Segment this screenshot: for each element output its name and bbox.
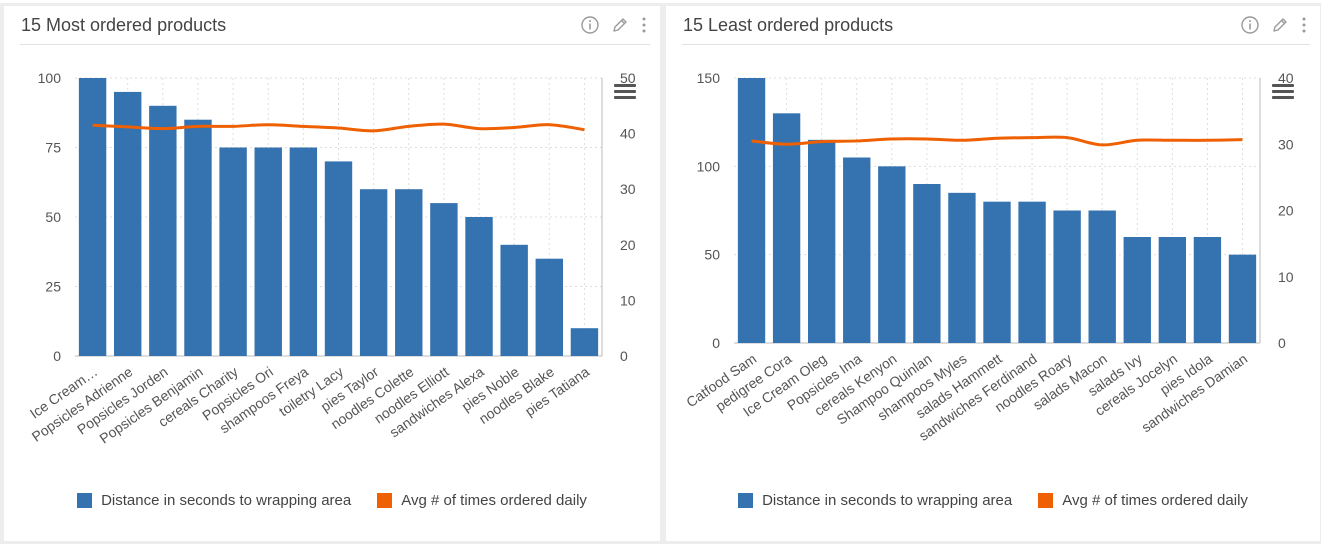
legend-swatch-line <box>1038 493 1054 508</box>
bar <box>500 244 528 356</box>
y-tick-label-left: 75 <box>45 140 61 156</box>
legend-item-avg[interactable]: Avg # of times ordered daily <box>377 492 587 509</box>
y-tick-label-right: 50 <box>620 70 636 86</box>
y-tick-label-left: 0 <box>712 335 720 351</box>
legend-item-distance[interactable]: Distance in seconds to wrapping area <box>77 492 351 509</box>
bar <box>184 119 212 356</box>
bar <box>843 157 871 343</box>
chart-panel-most-ordered: 15 Most ordered products 0 25 50 75 100 0 10 20… <box>4 6 660 541</box>
bar <box>878 166 906 343</box>
bar <box>807 139 836 343</box>
bar <box>1228 254 1257 343</box>
header-divider <box>20 44 650 45</box>
kebab-menu-icon[interactable] <box>640 15 648 40</box>
legend-label: Avg # of times ordered daily <box>401 492 587 509</box>
y-tick-label-left: 100 <box>697 158 721 174</box>
legend-label: Distance in seconds to wrapping area <box>762 492 1013 509</box>
bar <box>219 147 247 356</box>
y-tick-label-right: 10 <box>620 292 636 308</box>
bar <box>535 258 564 356</box>
panel-toolbar <box>1240 15 1308 40</box>
hamburger-menu-icon[interactable] <box>1272 84 1294 102</box>
legend-label: Avg # of times ordered daily <box>1062 492 1248 509</box>
bar <box>395 189 423 356</box>
bar <box>570 328 599 356</box>
y-tick-label-right: 40 <box>1278 70 1294 86</box>
legend-item-avg[interactable]: Avg # of times ordered daily <box>1038 492 1248 509</box>
bar <box>983 201 1011 343</box>
bar <box>1018 201 1046 343</box>
info-icon[interactable] <box>1240 15 1260 40</box>
info-icon[interactable] <box>580 15 600 40</box>
y-tick-label-right: 0 <box>1278 335 1286 351</box>
bar <box>149 105 177 356</box>
panel-header: 15 Most ordered products <box>4 6 660 46</box>
bar <box>1088 210 1116 343</box>
y-tick-label-left: 50 <box>704 247 720 263</box>
legend-item-distance[interactable]: Distance in seconds to wrapping area <box>738 492 1012 509</box>
y-tick-label-right: 30 <box>1278 136 1294 152</box>
y-tick-label-right: 10 <box>1278 269 1294 285</box>
bar <box>113 91 142 357</box>
hamburger-menu-icon[interactable] <box>614 84 636 102</box>
chart-legend: Distance in seconds to wrapping area Avg… <box>4 492 660 509</box>
y-tick-label-right: 20 <box>620 237 636 253</box>
bar <box>1123 237 1151 343</box>
bar <box>737 78 766 343</box>
panel-header: 15 Least ordered products <box>666 6 1320 46</box>
legend-label: Distance in seconds to wrapping area <box>101 492 352 509</box>
y-tick-label-left: 0 <box>53 348 61 364</box>
y-tick-label-right: 40 <box>620 126 636 142</box>
legend-swatch-line <box>377 493 393 508</box>
bar <box>430 203 458 356</box>
y-tick-label-right: 30 <box>620 181 636 197</box>
chart-panel-least-ordered: 15 Least ordered products 0 50 100 150 0 10 20… <box>666 6 1320 541</box>
pencil-icon[interactable] <box>1270 15 1290 40</box>
kebab-menu-icon[interactable] <box>1300 15 1308 40</box>
pencil-icon[interactable] <box>610 15 630 40</box>
bar <box>772 113 801 343</box>
panel-title: 15 Most ordered products <box>21 15 227 35</box>
top-strip <box>0 0 1321 3</box>
bar <box>359 189 388 356</box>
y-tick-label-right: 0 <box>620 348 628 364</box>
bar <box>324 161 353 356</box>
bar <box>254 147 282 356</box>
bar <box>1193 237 1222 343</box>
legend-swatch-bar <box>738 493 754 508</box>
y-tick-label-left: 150 <box>697 70 721 86</box>
y-tick-label-left: 100 <box>38 70 62 86</box>
panel-title: 15 Least ordered products <box>683 15 894 35</box>
series-line <box>92 122 585 133</box>
bar <box>1158 237 1187 343</box>
bar <box>948 192 976 343</box>
y-tick-label-left: 25 <box>45 279 61 295</box>
chart-legend: Distance in seconds to wrapping area Avg… <box>666 492 1320 509</box>
header-divider <box>682 44 1310 45</box>
y-tick-label-right: 20 <box>1278 203 1294 219</box>
legend-swatch-bar <box>77 493 93 508</box>
panel-toolbar <box>580 15 648 40</box>
bar <box>465 217 493 356</box>
y-tick-label-left: 50 <box>45 209 61 225</box>
bar <box>913 184 941 343</box>
bar <box>78 78 107 356</box>
series-line <box>751 135 1243 147</box>
bar <box>1053 210 1081 343</box>
bar <box>289 147 318 356</box>
